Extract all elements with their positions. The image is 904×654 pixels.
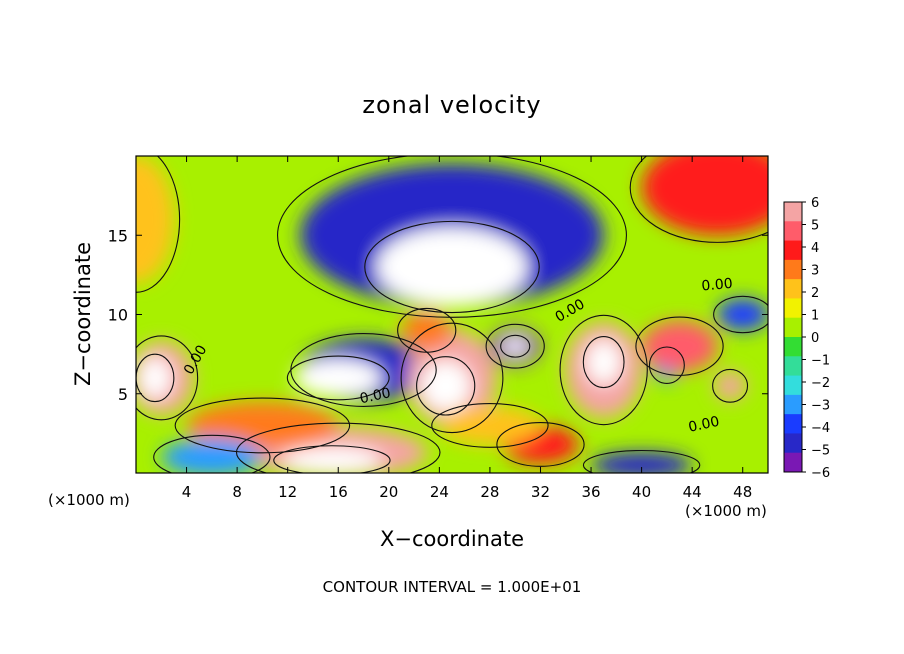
field-blob — [714, 371, 746, 401]
field-blob — [641, 156, 768, 236]
contour-line — [431, 403, 549, 448]
field-blob — [186, 401, 339, 450]
colorbar-tick-label: −1 — [811, 354, 830, 369]
colorbar-tick-label: 5 — [811, 219, 819, 234]
colorbar-swatch — [784, 298, 802, 319]
field-blob — [641, 320, 718, 372]
contour-line — [136, 335, 199, 421]
field-blob — [376, 227, 528, 307]
colorbar-swatch — [784, 337, 802, 357]
velocity-field — [136, 156, 768, 473]
field-blob — [591, 452, 693, 473]
x-tick-label: 28 — [480, 483, 499, 501]
contour-line — [273, 445, 391, 473]
field-blob — [281, 447, 383, 473]
colorbar-tick-label: −6 — [811, 466, 830, 481]
x-tick-label: 4 — [182, 483, 192, 501]
x-tick-label: 12 — [278, 483, 297, 501]
contour-line — [712, 368, 749, 403]
colorbar-tick-label: 1 — [811, 309, 819, 324]
colorbar-tick-label: 6 — [811, 196, 819, 211]
colorbar-swatch — [784, 317, 802, 338]
contour-line — [364, 220, 540, 314]
colorbar-swatch — [784, 414, 802, 434]
field-blob — [439, 406, 541, 445]
x-tick-label: 48 — [733, 483, 752, 501]
chart-title: zonal velocity — [362, 91, 541, 119]
colorbar-tick-label: −5 — [811, 444, 830, 459]
contour-line — [582, 335, 625, 389]
colorbar-swatch — [784, 221, 802, 242]
contour-lines — [136, 156, 768, 473]
contour-label: 0.00 — [358, 385, 392, 407]
y-tick-label: 5 — [118, 385, 128, 404]
contour-label: 0.00 — [701, 276, 733, 295]
plot-area: 0.000.000.000.000.00 — [136, 156, 768, 473]
colorbar-tick-label: 4 — [811, 241, 819, 256]
x-tick-label: 36 — [581, 483, 600, 501]
x-tick-label: 44 — [683, 483, 702, 501]
field-blob — [420, 360, 471, 412]
x-axis-label: X−coordinate — [380, 527, 524, 551]
contour-line — [277, 156, 627, 318]
colorbar-swatch — [784, 279, 802, 299]
y-axis-ticks: 5 10 15 — [108, 226, 768, 404]
colorbar-tick-label: −3 — [811, 399, 830, 414]
colorbar: 6 5 4 3 2 1 0 −1 −2 −3 −4 −5 −6 — [783, 196, 830, 481]
colorbar-tick-label: −4 — [811, 421, 830, 436]
field-blob — [585, 339, 622, 385]
contour-line — [153, 434, 271, 473]
y-tick-label: 10 — [108, 306, 128, 325]
contour-line — [286, 355, 390, 401]
y-tick-label: 15 — [108, 226, 128, 245]
contour-line — [485, 323, 545, 369]
contour-line — [174, 397, 351, 454]
colorbar-tick-label: 3 — [811, 264, 819, 279]
x-scale-label-left: (×1000 m) — [48, 491, 130, 509]
colorbar-swatch — [784, 452, 802, 473]
contour-line — [416, 356, 476, 416]
y-axis-label: Z−coordinate — [71, 242, 95, 386]
colorbar-swatch — [784, 259, 802, 280]
colorbar-tick-label: 0 — [811, 331, 819, 346]
contour-line — [559, 314, 648, 426]
x-tick-label: 24 — [430, 483, 449, 501]
contour-line — [582, 449, 701, 473]
contour-line — [500, 334, 531, 358]
x-scale-label-right: (×1000 m) — [685, 502, 767, 520]
colorbar-swatch — [784, 433, 802, 454]
contour-interval-note: CONTOUR INTERVAL = 1.000E+01 — [323, 578, 582, 596]
colorbar-swatch — [784, 394, 802, 415]
contour-line — [496, 422, 585, 467]
x-tick-label: 16 — [329, 483, 348, 501]
contour-line — [713, 295, 768, 334]
x-tick-label: 8 — [232, 483, 242, 501]
contour-line — [400, 322, 504, 434]
field-blob — [717, 298, 768, 331]
colorbar-swatch — [784, 356, 802, 377]
contour-line — [648, 346, 685, 384]
field-blob — [136, 156, 174, 283]
x-tick-label: 40 — [632, 483, 651, 501]
field-blob — [294, 358, 383, 397]
contour-line — [235, 422, 441, 473]
colorbar-tick-label: −2 — [811, 376, 830, 391]
field-blob — [502, 336, 528, 356]
field-blob — [138, 357, 172, 399]
contour-line — [397, 307, 457, 353]
colorbar-tick-label: 2 — [811, 286, 819, 301]
colorbar-swatch — [784, 202, 802, 222]
contour-label: 0.00 — [687, 414, 721, 436]
x-tick-label: 32 — [531, 483, 550, 501]
contour-line — [635, 316, 724, 376]
colorbar-swatch — [784, 375, 802, 396]
x-axis-ticks: 4 8 12 16 20 24 28 32 36 40 44 48 — [182, 156, 752, 501]
field-blob — [161, 438, 263, 473]
contour-line — [136, 156, 181, 293]
colorbar-swatch — [784, 240, 802, 261]
x-tick-label: 20 — [379, 483, 398, 501]
contour-line — [629, 156, 768, 243]
